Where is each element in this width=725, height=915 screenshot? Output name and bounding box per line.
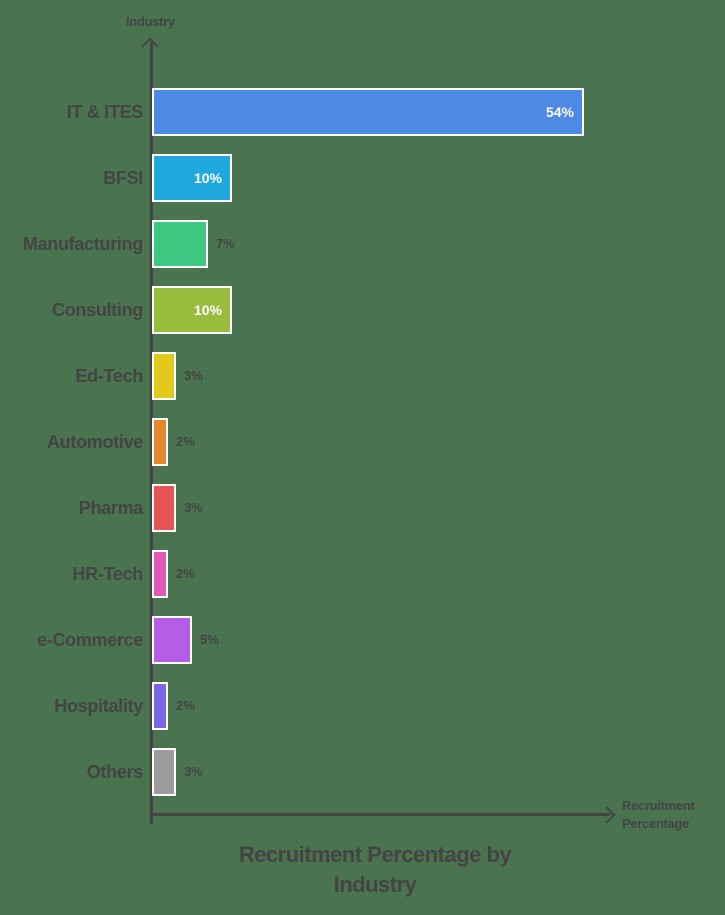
bar: 10% <box>152 154 232 202</box>
bar-row: Consulting 10% <box>0 286 725 334</box>
category-label: Manufacturing <box>22 234 143 254</box>
bar: 54% <box>152 88 584 136</box>
category-label: e-Commerce <box>36 630 143 650</box>
bar-row: Pharma 3% <box>0 484 725 532</box>
category-label: IT & ITES <box>66 102 144 122</box>
bar <box>152 748 176 796</box>
x-axis-arrow-icon <box>598 806 616 824</box>
value-label: 5% <box>200 632 219 647</box>
category-label: HR-Tech <box>72 564 143 584</box>
value-label: 2% <box>176 566 195 581</box>
value-label: 3% <box>184 368 203 383</box>
chart-title-line1: Recruitment Percentage by <box>238 842 512 867</box>
bar-row: BFSI 10% <box>0 154 725 202</box>
chart-title-line2: Industry <box>333 872 417 897</box>
bar-row: Automotive 2% <box>0 418 725 466</box>
bar-row: Manufacturing 7% <box>0 220 725 268</box>
bar-row: e-Commerce 5% <box>0 616 725 664</box>
bar <box>152 682 168 730</box>
bar-row: Hospitality 2% <box>0 682 725 730</box>
chart-title: Recruitment Percentage by Industry <box>175 840 575 900</box>
bar <box>152 352 176 400</box>
category-label: Consulting <box>52 300 143 320</box>
y-axis-title: Industry <box>126 14 175 29</box>
value-label: 2% <box>176 434 195 449</box>
x-axis-title-line2: Percentage <box>622 816 690 831</box>
bar <box>152 616 192 664</box>
value-label: 7% <box>216 236 235 251</box>
category-label: Others <box>86 762 144 782</box>
value-label: 10% <box>193 170 222 186</box>
bar <box>152 484 176 532</box>
value-label: 3% <box>184 764 203 779</box>
value-label: 3% <box>184 500 203 515</box>
bar: 10% <box>152 286 232 334</box>
bar-row: Ed-Tech 3% <box>0 352 725 400</box>
bar-row: Others 3% <box>0 748 725 796</box>
value-label: 54% <box>545 104 574 120</box>
bar-row: IT & ITES 54% <box>0 88 725 136</box>
y-axis-line <box>150 42 153 824</box>
x-axis-title-line1: Recruitment <box>622 798 695 813</box>
x-axis-title: Recruitment Percentage <box>622 797 722 833</box>
x-axis-line <box>150 813 610 816</box>
bar <box>152 220 208 268</box>
bar-row: HR-Tech 2% <box>0 550 725 598</box>
bar <box>152 550 168 598</box>
category-label: Hospitality <box>54 696 143 716</box>
bar <box>152 418 168 466</box>
category-label: BFSI <box>103 168 143 188</box>
value-label: 10% <box>193 302 222 318</box>
category-label: Pharma <box>78 498 144 518</box>
value-label: 2% <box>176 698 195 713</box>
category-label: Automotive <box>46 432 143 452</box>
category-label: Ed-Tech <box>75 366 143 386</box>
